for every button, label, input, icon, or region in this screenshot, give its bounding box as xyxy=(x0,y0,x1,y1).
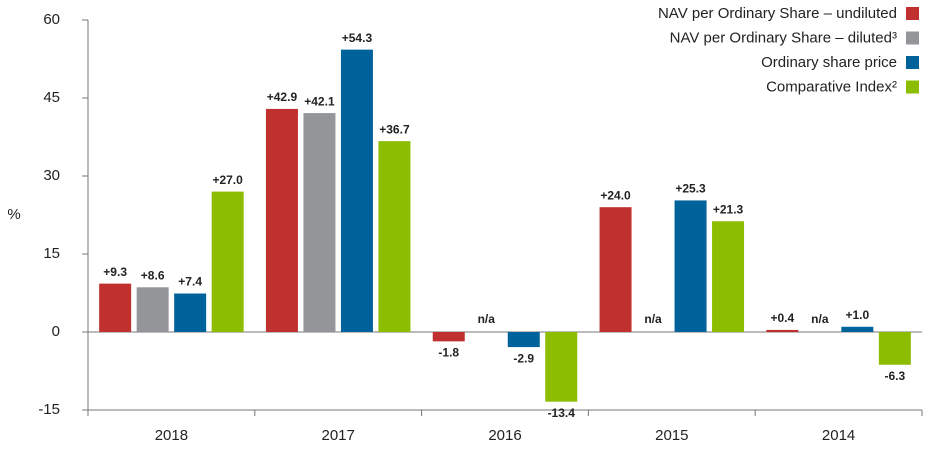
value-label: +24.0 xyxy=(600,188,631,202)
value-label: +42.9 xyxy=(267,90,298,104)
bar xyxy=(136,287,169,332)
value-label: -2.9 xyxy=(513,351,534,365)
legend-label: NAV per Ordinary Share – undiluted xyxy=(658,5,897,22)
legend-swatch xyxy=(906,7,919,20)
bar xyxy=(599,207,632,332)
bar xyxy=(674,200,707,332)
bar xyxy=(303,113,336,332)
x-tick-label: 2017 xyxy=(322,427,355,444)
bar xyxy=(211,191,244,332)
bar xyxy=(507,332,540,348)
value-label: +25.3 xyxy=(675,182,706,196)
y-tick-label: 60 xyxy=(43,11,60,28)
x-tick-label: 2018 xyxy=(155,427,188,444)
value-label: +21.3 xyxy=(713,202,744,216)
x-tick-label: 2014 xyxy=(822,427,855,444)
value-label: +8.6 xyxy=(141,268,165,282)
value-label: -1.8 xyxy=(438,346,459,360)
legend-swatch xyxy=(906,56,919,69)
bar xyxy=(265,108,298,332)
bar xyxy=(878,332,911,365)
bar xyxy=(174,293,207,332)
value-label: +36.7 xyxy=(379,122,410,136)
legend-label: Ordinary share price xyxy=(761,54,897,71)
x-tick-label: 2016 xyxy=(488,427,521,444)
legend-swatch xyxy=(906,31,919,45)
bar xyxy=(545,332,578,402)
value-label: +1.0 xyxy=(845,308,869,322)
bar xyxy=(340,49,373,332)
y-tick-label: 15 xyxy=(43,245,60,262)
legend-swatch xyxy=(906,80,919,94)
value-label: +27.0 xyxy=(212,173,243,187)
bar xyxy=(766,329,799,332)
y-axis-label: % xyxy=(7,206,20,223)
value-label: +42.1 xyxy=(304,94,335,108)
value-label: n/a xyxy=(644,312,662,326)
x-tick-label: 2015 xyxy=(655,427,688,444)
y-tick-label: 45 xyxy=(43,89,60,106)
value-label: n/a xyxy=(478,312,496,326)
value-label: -13.4 xyxy=(548,406,576,420)
y-tick-label: 30 xyxy=(43,167,60,184)
value-label: n/a xyxy=(811,312,829,326)
bar xyxy=(712,221,745,332)
bar xyxy=(378,141,411,332)
bar xyxy=(841,326,874,332)
value-label: +0.4 xyxy=(770,311,794,325)
value-label: -6.3 xyxy=(885,369,906,383)
value-label: +7.4 xyxy=(178,275,202,289)
legend-label: NAV per Ordinary Share – diluted³ xyxy=(670,29,897,46)
legend-label: Comparative Index² xyxy=(766,78,897,95)
y-tick-label: -15 xyxy=(38,401,60,418)
bar xyxy=(99,283,132,332)
value-label: +54.3 xyxy=(342,31,373,45)
y-tick-label: 0 xyxy=(52,323,60,340)
bar xyxy=(432,332,465,342)
value-label: +9.3 xyxy=(103,265,127,279)
